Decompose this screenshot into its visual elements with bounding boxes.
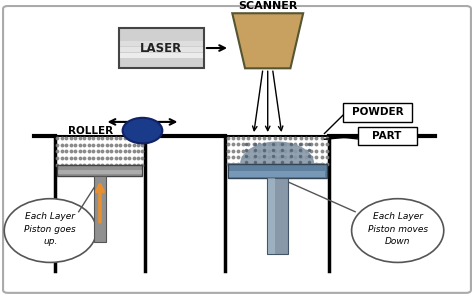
- FancyBboxPatch shape: [3, 6, 471, 293]
- FancyBboxPatch shape: [94, 176, 106, 242]
- FancyBboxPatch shape: [57, 165, 143, 176]
- FancyBboxPatch shape: [266, 178, 288, 254]
- Polygon shape: [230, 142, 324, 164]
- Text: POWDER: POWDER: [352, 107, 403, 117]
- Ellipse shape: [4, 199, 96, 263]
- Text: SCANNER: SCANNER: [238, 1, 297, 11]
- FancyBboxPatch shape: [119, 28, 204, 68]
- FancyBboxPatch shape: [343, 103, 412, 122]
- FancyBboxPatch shape: [120, 41, 203, 46]
- Ellipse shape: [123, 118, 162, 143]
- Ellipse shape: [352, 199, 444, 263]
- FancyBboxPatch shape: [228, 164, 327, 178]
- FancyBboxPatch shape: [268, 178, 275, 254]
- FancyBboxPatch shape: [120, 53, 203, 58]
- FancyBboxPatch shape: [58, 170, 142, 174]
- FancyBboxPatch shape: [120, 47, 203, 52]
- Polygon shape: [232, 13, 303, 68]
- Text: PART: PART: [373, 131, 402, 141]
- FancyBboxPatch shape: [357, 127, 417, 145]
- Text: ROLLER: ROLLER: [68, 126, 113, 136]
- FancyBboxPatch shape: [229, 171, 325, 177]
- Text: Each Layer
Piston goes
up.: Each Layer Piston goes up.: [25, 212, 76, 246]
- Text: LASER: LASER: [140, 42, 182, 55]
- Text: Each Layer
Piston moves
Down: Each Layer Piston moves Down: [368, 212, 428, 246]
